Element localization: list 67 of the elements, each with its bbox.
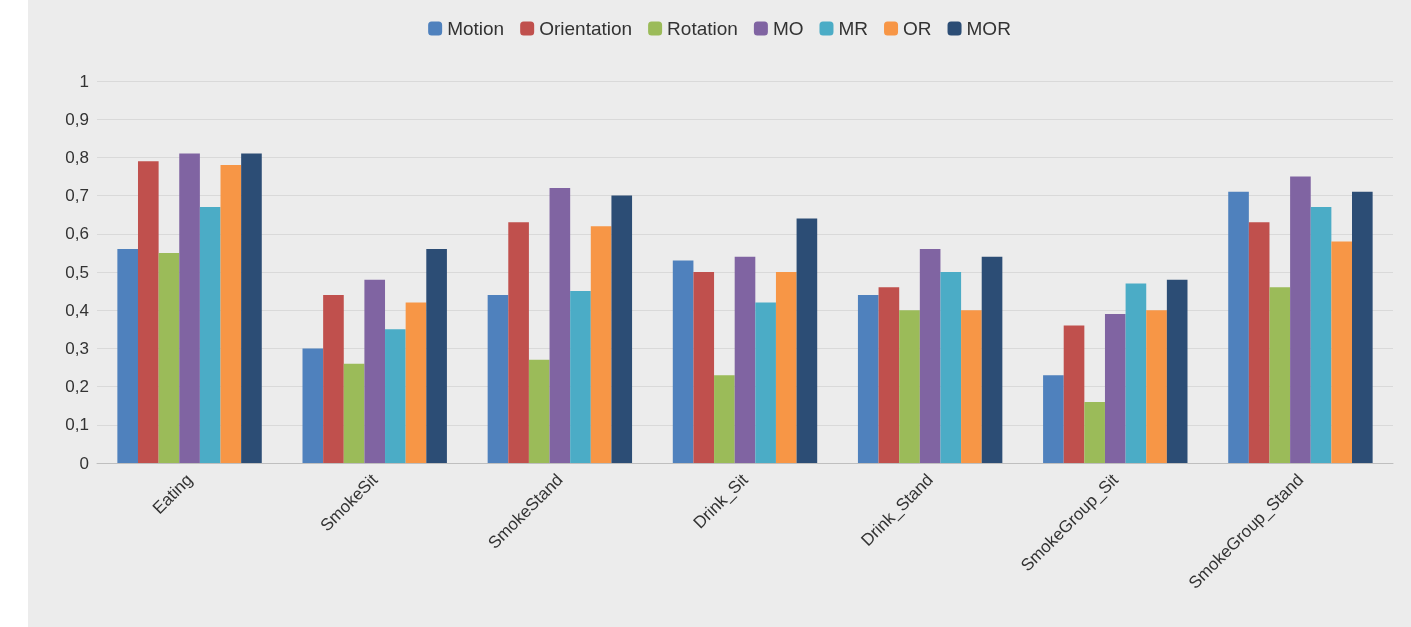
- legend-label: Orientation: [539, 18, 633, 39]
- y-tick-label: 0,1: [65, 415, 89, 435]
- bar: [426, 249, 447, 463]
- bar: [1146, 310, 1167, 463]
- bar: [1290, 176, 1311, 463]
- bar: [364, 279, 386, 463]
- bar: [528, 359, 550, 463]
- bar: [343, 363, 365, 463]
- y-tick-label: 0,6: [65, 224, 89, 244]
- y-tick-label: 1: [79, 71, 89, 91]
- bar: [302, 348, 324, 463]
- bar: [1125, 283, 1147, 463]
- bar: [857, 294, 879, 463]
- bar: [1084, 401, 1105, 463]
- bar: [961, 310, 982, 463]
- bar: [1248, 222, 1270, 463]
- bar: [1331, 241, 1352, 463]
- bar: [158, 252, 180, 463]
- bar: [117, 249, 138, 463]
- bar: [940, 272, 962, 463]
- bar: [1043, 375, 1064, 463]
- bar: [179, 153, 200, 463]
- bar: [919, 249, 941, 463]
- y-tick-label: 0,8: [65, 147, 89, 167]
- legend-label: OR: [903, 18, 932, 39]
- y-tick-label: 0,2: [65, 377, 89, 397]
- bar: [1104, 314, 1126, 463]
- bar: [199, 207, 221, 463]
- y-tick-label: 0,9: [65, 109, 89, 129]
- bar: [714, 375, 735, 463]
- bar: [138, 161, 159, 463]
- bar: [549, 187, 571, 463]
- legend-label: Motion: [447, 18, 505, 39]
- bar: [672, 260, 694, 463]
- bar: [775, 272, 797, 463]
- bar: [487, 294, 509, 463]
- bar: [899, 310, 920, 463]
- legend-label: MR: [838, 18, 869, 39]
- bar: [590, 226, 612, 463]
- y-tick-label: 0,4: [65, 300, 89, 320]
- bar: [1269, 287, 1291, 463]
- legend-label: MO: [772, 18, 804, 39]
- bar: [1310, 207, 1332, 463]
- bar: [693, 272, 715, 463]
- bar: [611, 195, 633, 463]
- legend-label: MOR: [966, 18, 1011, 39]
- y-tick-label: 0: [79, 453, 89, 473]
- bar: [405, 302, 427, 463]
- bar: [755, 302, 776, 463]
- bar: [878, 287, 900, 463]
- bar: [734, 256, 756, 463]
- bar: [570, 291, 591, 463]
- bar: [241, 153, 262, 463]
- bar: [1166, 279, 1188, 463]
- y-tick-label: 0,7: [65, 186, 89, 206]
- legend-label: Rotation: [667, 18, 738, 39]
- bar: [1352, 191, 1373, 463]
- bar: [1063, 325, 1085, 463]
- bar: [981, 256, 1003, 463]
- bar: [508, 222, 529, 463]
- bar: [796, 218, 818, 463]
- y-tick-label: 0,5: [65, 262, 89, 282]
- bar: [385, 329, 406, 463]
- y-tick-label: 0,3: [65, 338, 89, 358]
- bar: [323, 294, 344, 463]
- bar: [220, 165, 242, 463]
- bar: [1228, 191, 1249, 463]
